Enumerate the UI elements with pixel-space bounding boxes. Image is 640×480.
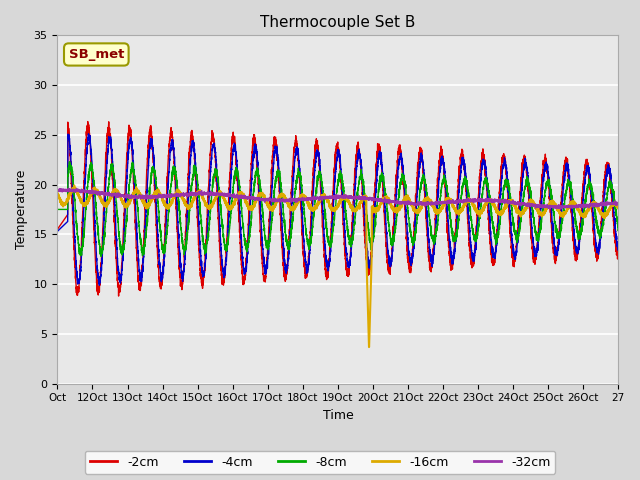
Line: -8cm: -8cm bbox=[58, 162, 618, 256]
-2cm bbox=[568, 222, 576, 228]
-8cm bbox=[66, 159, 74, 165]
-32cm bbox=[241, 194, 248, 200]
-32cm bbox=[461, 198, 468, 204]
-8cm bbox=[461, 177, 468, 183]
-16cm bbox=[211, 197, 218, 203]
Title: Thermocouple Set B: Thermocouple Set B bbox=[260, 15, 415, 30]
-2cm bbox=[380, 211, 388, 216]
Legend: -2cm, -4cm, -8cm, -16cm, -32cm: -2cm, -4cm, -8cm, -16cm, -32cm bbox=[84, 451, 556, 474]
Y-axis label: Temperature: Temperature bbox=[15, 170, 28, 249]
-8cm bbox=[380, 184, 388, 190]
-2cm bbox=[211, 145, 218, 151]
Line: -32cm: -32cm bbox=[58, 189, 618, 209]
-4cm bbox=[461, 164, 468, 170]
-4cm bbox=[54, 228, 61, 234]
-8cm bbox=[54, 206, 61, 212]
-32cm bbox=[54, 188, 61, 194]
-16cm bbox=[614, 205, 622, 211]
X-axis label: Time: Time bbox=[323, 409, 353, 422]
-32cm bbox=[380, 198, 388, 204]
-32cm bbox=[568, 204, 576, 210]
-4cm bbox=[614, 247, 622, 252]
Line: -16cm: -16cm bbox=[58, 185, 618, 347]
-16cm bbox=[461, 202, 468, 207]
-16cm bbox=[54, 190, 61, 195]
Line: -4cm: -4cm bbox=[58, 134, 618, 285]
-8cm bbox=[211, 168, 218, 174]
-32cm bbox=[557, 206, 564, 212]
-8cm bbox=[568, 191, 576, 197]
-32cm bbox=[614, 201, 622, 206]
-32cm bbox=[65, 186, 72, 192]
-16cm bbox=[241, 196, 248, 202]
-2cm bbox=[241, 276, 249, 281]
-2cm bbox=[115, 293, 122, 299]
-4cm bbox=[420, 171, 428, 177]
-8cm bbox=[614, 226, 622, 232]
-8cm bbox=[241, 236, 249, 241]
-32cm bbox=[211, 192, 218, 197]
-2cm bbox=[614, 251, 622, 257]
-2cm bbox=[420, 175, 428, 181]
-4cm bbox=[380, 193, 388, 199]
-16cm bbox=[70, 182, 78, 188]
-16cm bbox=[420, 196, 428, 202]
-32cm bbox=[420, 200, 428, 205]
-2cm bbox=[84, 119, 92, 124]
-16cm bbox=[380, 195, 388, 201]
-2cm bbox=[461, 176, 468, 182]
-2cm bbox=[54, 227, 61, 232]
Line: -2cm: -2cm bbox=[58, 121, 618, 296]
-4cm bbox=[84, 131, 92, 137]
-4cm bbox=[241, 269, 249, 275]
-16cm bbox=[568, 201, 576, 206]
-8cm bbox=[97, 253, 105, 259]
-4cm bbox=[211, 147, 218, 153]
-16cm bbox=[365, 344, 373, 350]
-8cm bbox=[420, 175, 428, 180]
Text: SB_met: SB_met bbox=[68, 48, 124, 61]
-4cm bbox=[568, 208, 576, 214]
-4cm bbox=[95, 282, 103, 288]
